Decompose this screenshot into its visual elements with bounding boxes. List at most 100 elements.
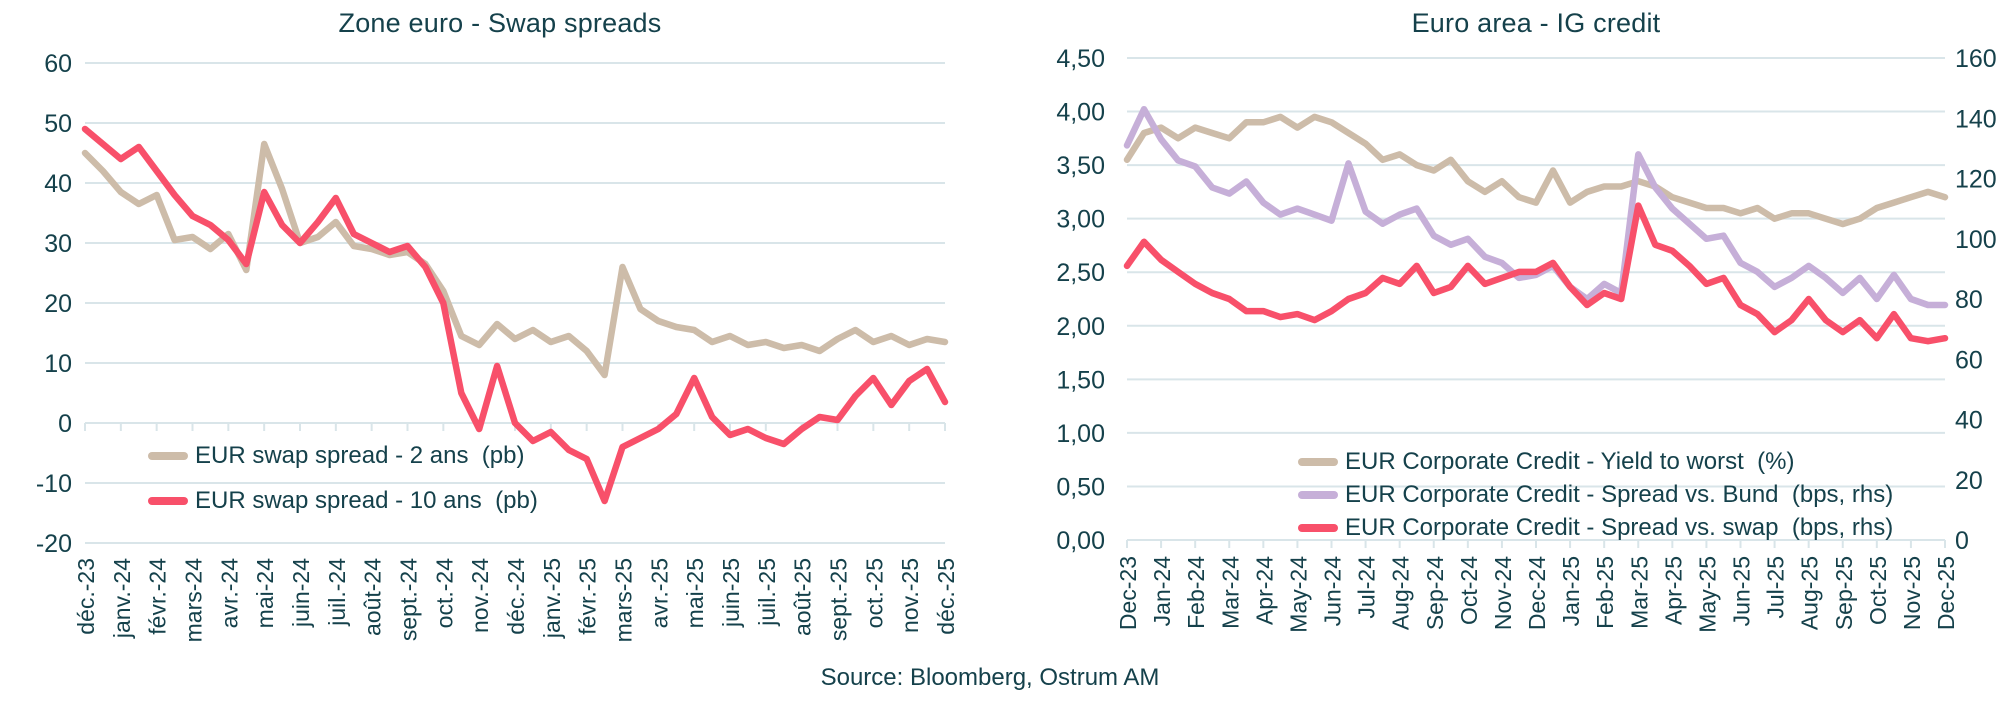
legend-label-spread-vs-bund: EUR Corporate Credit - Spread vs. Bund (… — [1345, 481, 1894, 508]
series-line-yield-to-worst — [1123, 113, 1949, 228]
ig-credit-plot: 4,50 4,00 3,50 3,00 2,50 2,00 1,50 1,00 0,50 0,00… — [1056, 45, 1997, 633]
axis-tick-label: 0,50 — [1056, 473, 1105, 501]
axis-tick-label: 80 — [1955, 286, 1983, 314]
ig-credit-legend: EUR Corporate Credit - Yield to worst (%… — [1298, 447, 1893, 543]
x-axis-month-label: Jan-25 — [1558, 556, 1584, 626]
x-axis-month-label: sept.-25 — [826, 558, 852, 641]
x-axis-month-label: Feb-24 — [1183, 556, 1209, 629]
axis-tick-label: 4,00 — [1056, 99, 1105, 127]
swap-spreads-chart-title: Zone euro - Swap spreads — [338, 8, 662, 38]
legend-label-spread-vs-swap: EUR Corporate Credit - Spread vs. swap (… — [1345, 514, 1894, 541]
axis-tick-label: 0 — [58, 410, 72, 438]
axis-tick-label: -10 — [36, 470, 72, 498]
x-axis-month-label: nov.-25 — [897, 558, 923, 633]
x-axis-month-label: nov.-24 — [467, 558, 493, 633]
x-axis-month-label: Nov-24 — [1490, 556, 1516, 630]
legend-swatch-spread-vs-bund — [1298, 491, 1338, 499]
legend-swatch-yield-to-worst — [1298, 458, 1338, 466]
x-axis-month-label: avr.-24 — [216, 558, 242, 629]
axis-tick-label: 30 — [44, 230, 72, 258]
x-axis-month-label: Jun-25 — [1729, 556, 1755, 626]
axis-tick-label: 1,50 — [1056, 366, 1105, 394]
legend-item-swap-2ans: EUR swap spread - 2 ans (pb) — [148, 441, 538, 471]
x-axis-month-label: Nov-25 — [1899, 556, 1925, 630]
x-axis-month-label: Apr-24 — [1251, 556, 1277, 625]
x-axis-month-label: Jul-25 — [1763, 556, 1789, 619]
x-axis-month-label: déc.-24 — [503, 558, 529, 635]
axis-tick-label: 140 — [1955, 105, 1997, 133]
x-axis-month-label: mai-24 — [252, 558, 278, 629]
legend-swatch-swap-2ans — [148, 452, 188, 460]
legend-swatch-swap-10ans — [148, 497, 188, 505]
x-axis-month-label: juin-24 — [288, 558, 314, 628]
x-axis-month-label: oct.-24 — [431, 558, 457, 629]
axis-tick-label: 160 — [1955, 45, 1997, 73]
x-axis-month-label: Dec-25 — [1933, 556, 1959, 630]
axis-tick-label: 3,00 — [1056, 206, 1105, 234]
ig-credit-chart-title: Euro area - IG credit — [1411, 8, 1661, 38]
x-axis-month-label: Oct-24 — [1456, 556, 1482, 625]
legend-item-swap-10ans: EUR swap spread - 10 ans (pb) — [148, 486, 538, 516]
x-axis-month-label: May-24 — [1285, 556, 1311, 633]
axis-tick-label: 0 — [1955, 527, 1969, 555]
x-axis-month-label: Mar-25 — [1626, 556, 1652, 629]
legend-swatch-spread-vs-swap — [1298, 524, 1338, 532]
axis-tick-label: 120 — [1955, 166, 1997, 194]
axis-tick-label: 50 — [44, 110, 72, 138]
series-line-swap-10ans — [81, 125, 949, 505]
x-axis-month-label: janv.-25 — [539, 558, 565, 639]
x-axis-month-label: Sep-25 — [1831, 556, 1857, 630]
axis-tick-label: 40 — [44, 170, 72, 198]
legend-label-yield-to-worst: EUR Corporate Credit - Yield to worst (%… — [1345, 448, 1795, 475]
axis-tick-label: -20 — [36, 530, 72, 558]
x-axis-month-label: Oct-25 — [1865, 556, 1891, 625]
x-axis-month-label: févr.-25 — [575, 558, 601, 635]
series-line-spread-vs-swap — [1123, 202, 1949, 345]
axis-tick-label: 60 — [1955, 346, 1983, 374]
source-note: Source: Bloomberg, Ostrum AM — [820, 664, 1160, 691]
x-axis-month-label: oct.-25 — [861, 558, 887, 628]
x-axis-month-label: Jun-24 — [1320, 556, 1346, 627]
x-axis-month-label: sept.-24 — [396, 558, 422, 641]
x-axis-month-label: mars-24 — [181, 558, 207, 643]
x-axis-month-label: Aug-24 — [1388, 556, 1414, 630]
series-line-swap-2ans — [81, 140, 949, 379]
swap-spreads-legend: EUR swap spread - 2 ans (pb) EUR swap sp… — [148, 441, 538, 516]
axis-tick-label: 100 — [1955, 226, 1997, 254]
axis-tick-label: 10 — [44, 350, 72, 378]
x-axis-month-label: juin-25 — [718, 558, 744, 628]
axis-tick-label: 40 — [1955, 407, 1983, 435]
legend-item-yield-to-worst: EUR Corporate Credit - Yield to worst (%… — [1298, 447, 1893, 477]
legend-item-spread-vs-bund: EUR Corporate Credit - Spread vs. Bund (… — [1298, 480, 1893, 510]
x-axis-month-label: Dec-23 — [1115, 556, 1141, 630]
x-axis-month-label: Jul-24 — [1354, 556, 1380, 619]
swap-spreads-chart: Zone euro - Swap spreads 60 50 40 30 20 10 0 -1… — [36, 8, 959, 643]
x-axis-month-label: Mar-24 — [1217, 556, 1243, 629]
x-axis-month-label: mai-25 — [682, 558, 708, 628]
axis-tick-label: 20 — [1955, 467, 1983, 495]
series-line-spread-vs-bund — [1123, 105, 1949, 309]
x-axis-month-label: août-25 — [790, 558, 816, 636]
x-axis-month-label: Jan-24 — [1149, 556, 1175, 627]
x-axis-month-label: Apr-25 — [1660, 556, 1686, 625]
x-axis-month-label: mars-25 — [611, 558, 637, 642]
x-axis-month-label: juil.-24 — [324, 558, 350, 627]
x-axis-month-label: Feb-25 — [1592, 556, 1618, 629]
x-axis-month-label: janv.-24 — [109, 558, 135, 639]
axis-tick-label: 60 — [44, 50, 72, 78]
x-axis-month-label: Dec-24 — [1524, 556, 1550, 630]
x-axis-month-label: févr.-24 — [145, 558, 171, 635]
axis-tick-label: 1,00 — [1056, 420, 1105, 448]
axis-tick-label: 20 — [44, 290, 72, 318]
x-axis-month-label: déc.-25 — [933, 558, 959, 635]
legend-label-swap-10ans: EUR swap spread - 10 ans (pb) — [195, 487, 538, 514]
ig-credit-chart: Euro area - IG credit 4,50 4,00 3,50 3,00 2,… — [1040, 0, 2011, 714]
x-axis-month-label: juil.-25 — [754, 558, 780, 627]
legend-label-swap-2ans: EUR swap spread - 2 ans (pb) — [195, 442, 525, 469]
axis-tick-label: 0,00 — [1056, 527, 1105, 555]
legend-item-spread-vs-swap: EUR Corporate Credit - Spread vs. swap (… — [1298, 513, 1893, 543]
x-axis-month-label: déc.-23 — [73, 558, 99, 635]
x-axis-month-label: May-25 — [1694, 556, 1720, 633]
